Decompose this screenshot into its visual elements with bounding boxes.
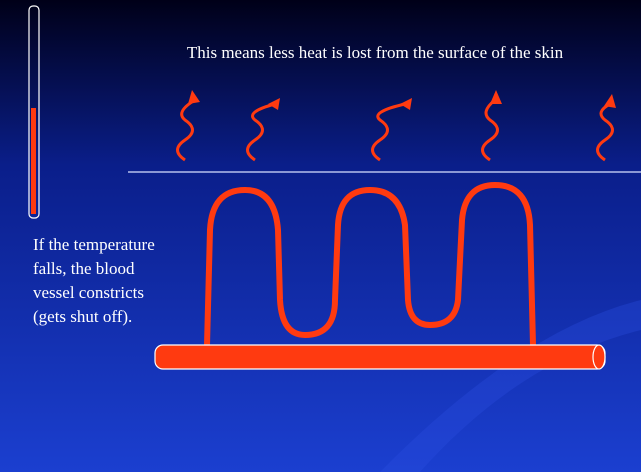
arrow-heads [188, 90, 616, 110]
thermometer-mercury [31, 108, 36, 214]
swoosh [380, 300, 641, 472]
heat-arrows [176, 98, 614, 162]
artery-end [592, 344, 606, 370]
body-text: vessel constricts [33, 283, 144, 302]
caption: This means less heat is lost from the su… [187, 43, 564, 62]
body-text: If the temperature [33, 235, 155, 254]
thermometer [28, 5, 40, 219]
body-text: falls, the blood [33, 259, 135, 278]
body-text: (gets shut off). [33, 307, 132, 326]
artery [154, 344, 606, 370]
blood-vessel [204, 182, 536, 346]
